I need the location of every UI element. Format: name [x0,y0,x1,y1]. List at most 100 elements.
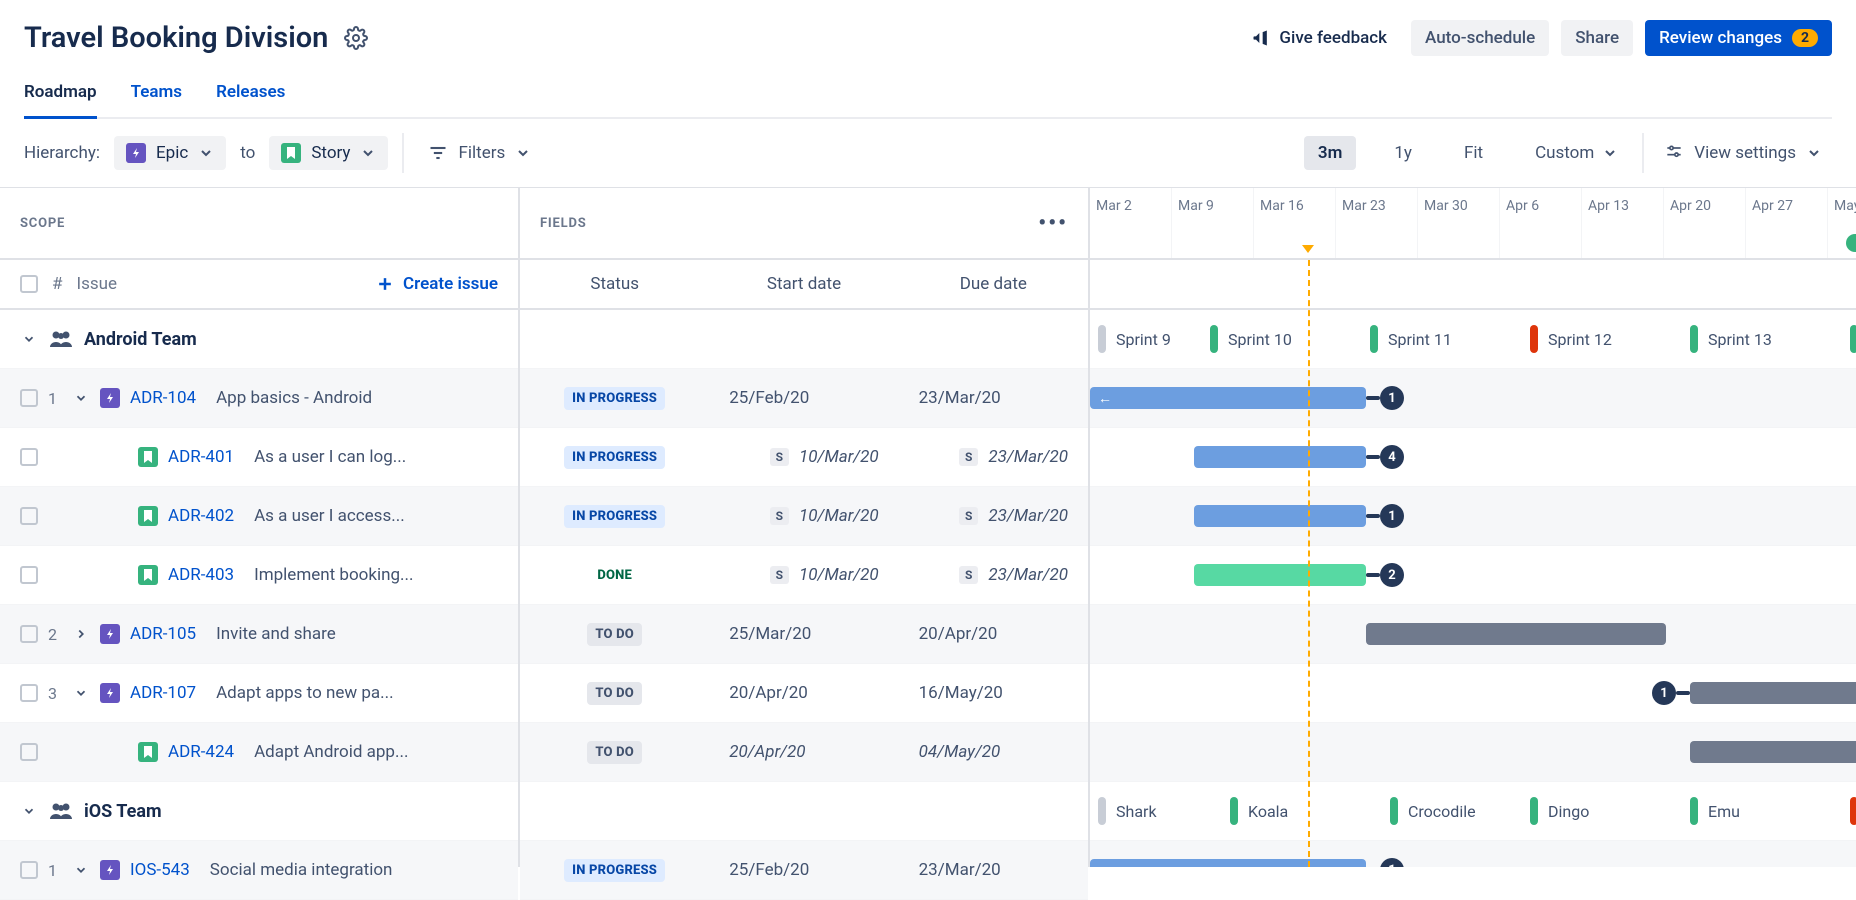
gantt-bar[interactable]: 1 [1652,682,1856,704]
status-pill[interactable]: IN PROGRESS [564,387,665,410]
gear-icon[interactable] [344,26,368,50]
sprint-marker[interactable]: Wo [1850,797,1856,825]
due-date[interactable]: 23/Mar/20 [988,565,1068,585]
gantt-bar[interactable] [1366,623,1666,645]
status-pill[interactable]: TO DO [587,682,642,705]
row-checkbox[interactable] [20,625,38,643]
start-date[interactable]: 25/Mar/20 [729,624,811,644]
start-date[interactable]: 20/Apr/20 [729,683,808,703]
sprint-marker[interactable]: Koala [1230,797,1288,825]
due-date[interactable]: 20/Apr/20 [919,624,998,644]
review-changes-button[interactable]: Review changes 2 [1645,20,1832,56]
sprint-marker[interactable]: Emu [1690,797,1740,825]
bar[interactable] [1690,682,1856,704]
filters-button[interactable]: Filters [418,135,541,171]
group-row[interactable]: Android Team [0,310,518,369]
collapse-icon[interactable] [72,686,90,700]
view-settings-button[interactable]: View settings [1654,135,1832,171]
row-checkbox[interactable] [20,448,38,466]
group-row[interactable]: iOS Team [0,782,518,841]
bar[interactable] [1194,564,1366,586]
issue-row[interactable]: ADR-424Adapt Android app... [0,723,518,782]
issue-row[interactable]: ADR-402As a user I access... [0,487,518,546]
zoom-1y[interactable]: 1y [1380,136,1426,170]
issue-row[interactable]: 2ADR-105Invite and share [0,605,518,664]
due-date[interactable]: 04/May/20 [919,742,1001,762]
issue-key[interactable]: ADR-104 [130,388,196,408]
tab-roadmap[interactable]: Roadmap [24,76,97,119]
issue-row[interactable]: ADR-401As a user I can log... [0,428,518,487]
bar[interactable]: ← [1090,387,1366,409]
auto-schedule-button[interactable]: Auto-schedule [1411,20,1549,56]
bar[interactable] [1194,446,1366,468]
bar[interactable] [1366,623,1666,645]
hierarchy-from-select[interactable]: Epic [114,136,226,170]
due-date[interactable]: 23/Mar/20 [919,388,1001,408]
fields-menu-button[interactable]: ••• [1038,211,1068,236]
start-date[interactable]: 20/Apr/20 [729,742,805,762]
row-checkbox[interactable] [20,507,38,525]
issue-key[interactable]: IOS-543 [130,860,190,880]
due-date[interactable]: 23/Mar/20 [919,860,1001,880]
issue-key[interactable]: ADR-107 [130,683,196,703]
create-issue-button[interactable]: Create issue [375,274,498,294]
row-checkbox[interactable] [20,389,38,407]
share-button[interactable]: Share [1561,20,1633,56]
status-pill[interactable]: IN PROGRESS [564,859,665,882]
sprint-marker[interactable]: Sprint 12 [1530,325,1612,353]
issue-row[interactable]: ADR-403Implement booking... [0,546,518,605]
row-checkbox[interactable] [20,566,38,584]
issue-key[interactable]: ADR-403 [168,565,234,585]
sprint-marker[interactable]: Sprint 13 [1690,325,1772,353]
collapse-icon[interactable] [20,804,38,818]
gantt-bar[interactable]: ←1 [1090,387,1404,409]
gantt-bar[interactable]: 2 [1194,564,1404,586]
issue-key[interactable]: ADR-402 [168,506,234,526]
give-feedback-button[interactable]: Give feedback [1239,20,1399,56]
collapse-icon[interactable] [72,863,90,877]
sprint-marker[interactable]: Dingo [1530,797,1589,825]
issue-key[interactable]: ADR-424 [168,742,234,762]
status-pill[interactable]: IN PROGRESS [564,446,665,469]
dependency-badge[interactable]: 2 [1380,563,1404,587]
tab-releases[interactable]: Releases [216,76,285,117]
start-date[interactable]: 25/Feb/20 [729,860,809,880]
due-date[interactable]: 23/Mar/20 [988,447,1068,467]
issue-key[interactable]: ADR-105 [130,624,196,644]
dependency-badge[interactable]: 1 [1652,681,1676,705]
dependency-badge[interactable]: 1 [1380,504,1404,528]
hierarchy-to-select[interactable]: Story [269,136,388,170]
sprint-marker[interactable]: Spr [1850,325,1856,353]
row-checkbox[interactable] [20,684,38,702]
issue-row[interactable]: 1ADR-104App basics - Android [0,369,518,428]
start-date[interactable]: 10/Mar/20 [799,447,879,467]
status-pill[interactable]: TO DO [587,623,642,646]
bar[interactable]: ← [1090,859,1366,867]
bar[interactable] [1194,505,1366,527]
bar[interactable] [1690,741,1856,763]
collapse-icon[interactable] [20,332,38,346]
zoom-fit[interactable]: Fit [1450,136,1497,170]
dependency-badge[interactable]: 1 [1380,386,1404,410]
dependency-badge[interactable]: 1 [1380,858,1404,867]
status-pill[interactable]: IN PROGRESS [564,505,665,528]
row-checkbox[interactable] [20,743,38,761]
due-date[interactable]: 23/Mar/20 [988,506,1068,526]
issue-row[interactable]: 3ADR-107Adapt apps to new pa... [0,664,518,723]
sprint-marker[interactable]: Crocodile [1390,797,1476,825]
tab-teams[interactable]: Teams [131,76,182,117]
issue-key[interactable]: ADR-401 [168,447,234,467]
row-checkbox[interactable] [20,861,38,879]
start-date[interactable]: 25/Feb/20 [729,388,809,408]
collapse-icon[interactable] [72,391,90,405]
sprint-marker[interactable]: Sprint 9 [1098,325,1171,353]
gantt-bar[interactable]: ←1 [1090,859,1404,867]
select-all-checkbox[interactable] [20,275,38,293]
issue-row[interactable]: 1IOS-543Social media integration [0,841,518,900]
gantt-bar[interactable]: 1 [1194,505,1404,527]
dependency-badge[interactable]: 4 [1380,445,1404,469]
due-date[interactable]: 16/May/20 [919,683,1003,703]
gantt-bar[interactable] [1690,741,1856,763]
sprint-marker[interactable]: Sprint 11 [1370,325,1452,353]
expand-icon[interactable] [72,627,90,641]
